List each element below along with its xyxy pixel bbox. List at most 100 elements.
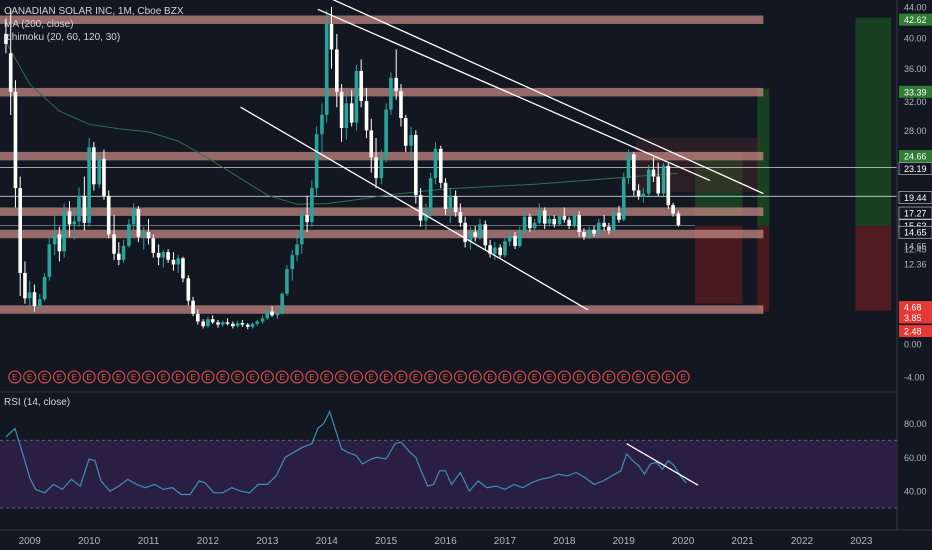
price-axis-label: 23.19 bbox=[898, 162, 932, 175]
earnings-label: E bbox=[680, 373, 685, 382]
earnings-circle bbox=[394, 370, 408, 384]
price-tick-label: 33.39 bbox=[904, 87, 927, 97]
earnings-marker[interactable]: E bbox=[646, 370, 660, 384]
earnings-marker[interactable]: E bbox=[364, 370, 378, 384]
earnings-marker[interactable]: E bbox=[186, 370, 200, 384]
rsi-tick-label: 40.00 bbox=[904, 487, 927, 497]
candle bbox=[626, 149, 631, 185]
trend-line[interactable] bbox=[317, 8, 711, 182]
sr-zone[interactable] bbox=[0, 207, 764, 216]
price-tick-label: 14.65 bbox=[904, 228, 927, 238]
sr-zone[interactable] bbox=[0, 87, 764, 97]
candle-body bbox=[210, 319, 215, 323]
candle bbox=[225, 318, 230, 326]
earnings-marker[interactable]: E bbox=[528, 370, 542, 384]
price-axis-label: 12.36 bbox=[904, 259, 927, 269]
trend-line[interactable] bbox=[324, 0, 764, 195]
earnings-marker[interactable]: E bbox=[290, 370, 304, 384]
earnings-marker[interactable]: E bbox=[67, 370, 81, 384]
price-tick-label: 32.00 bbox=[904, 97, 927, 107]
earnings-marker[interactable]: E bbox=[171, 370, 185, 384]
candle bbox=[349, 90, 354, 127]
earnings-marker[interactable]: E bbox=[97, 370, 111, 384]
earnings-label: E bbox=[250, 373, 255, 382]
earnings-marker[interactable]: E bbox=[245, 370, 259, 384]
candle bbox=[299, 208, 304, 254]
earnings-marker[interactable]: E bbox=[142, 370, 156, 384]
candle-body bbox=[186, 278, 191, 301]
earnings-marker[interactable]: E bbox=[483, 370, 497, 384]
earnings-marker[interactable]: E bbox=[335, 370, 349, 384]
earnings-marker[interactable]: E bbox=[676, 370, 690, 384]
earnings-marker[interactable]: E bbox=[557, 370, 571, 384]
earnings-circle bbox=[572, 370, 586, 384]
ichimoku-indicator-label[interactable]: Ichimoku (20, 60, 120, 30) bbox=[4, 32, 121, 43]
earnings-marker[interactable]: E bbox=[82, 370, 96, 384]
earnings-marker[interactable]: E bbox=[602, 370, 616, 384]
earnings-circle bbox=[617, 370, 631, 384]
rsi-trend-line[interactable] bbox=[626, 443, 699, 486]
earnings-marker[interactable]: E bbox=[617, 370, 631, 384]
sr-zone[interactable] bbox=[0, 305, 764, 314]
price-tick-label: 2.48 bbox=[904, 327, 922, 337]
earnings-label: E bbox=[86, 373, 91, 382]
candle bbox=[547, 213, 552, 227]
earnings-marker[interactable]: E bbox=[394, 370, 408, 384]
earnings-marker[interactable]: E bbox=[661, 370, 675, 384]
earnings-label: E bbox=[502, 373, 507, 382]
candle bbox=[255, 319, 260, 327]
candle-body bbox=[329, 23, 334, 50]
earnings-marker[interactable]: E bbox=[587, 370, 601, 384]
earnings-label: E bbox=[12, 373, 17, 382]
candle-body bbox=[409, 134, 413, 146]
earnings-marker[interactable]: E bbox=[542, 370, 556, 384]
candle-body bbox=[666, 165, 671, 206]
earnings-marker[interactable]: E bbox=[409, 370, 423, 384]
trend-line[interactable] bbox=[240, 106, 589, 311]
candle bbox=[181, 256, 185, 283]
earnings-marker[interactable]: E bbox=[38, 370, 52, 384]
sr-zone[interactable] bbox=[0, 229, 764, 239]
earnings-marker[interactable]: E bbox=[305, 370, 319, 384]
candle-body bbox=[557, 215, 562, 225]
earnings-marker[interactable]: E bbox=[52, 370, 66, 384]
earnings-marker[interactable]: E bbox=[439, 370, 453, 384]
earnings-marker[interactable]: E bbox=[498, 370, 512, 384]
earnings-marker[interactable]: E bbox=[23, 370, 37, 384]
earnings-circle bbox=[468, 370, 482, 384]
earnings-marker[interactable]: E bbox=[275, 370, 289, 384]
earnings-marker[interactable]: E bbox=[216, 370, 230, 384]
earnings-marker[interactable]: E bbox=[513, 370, 527, 384]
earnings-marker[interactable]: E bbox=[201, 370, 215, 384]
candle bbox=[379, 149, 384, 185]
earnings-marker[interactable]: E bbox=[424, 370, 438, 384]
earnings-marker[interactable]: E bbox=[156, 370, 170, 384]
earnings-marker[interactable]: E bbox=[468, 370, 482, 384]
candle bbox=[77, 187, 81, 227]
earnings-marker[interactable]: E bbox=[572, 370, 586, 384]
earnings-label: E bbox=[309, 373, 314, 382]
candle-body bbox=[18, 188, 22, 273]
earnings-marker[interactable]: E bbox=[379, 370, 393, 384]
candle-body bbox=[176, 258, 181, 265]
earnings-circle bbox=[8, 370, 22, 384]
candle-body bbox=[146, 232, 151, 239]
ma-indicator-label[interactable]: MA (200, close) bbox=[4, 19, 74, 30]
earnings-marker[interactable]: E bbox=[112, 370, 126, 384]
earnings-marker[interactable]: E bbox=[260, 370, 274, 384]
candle-body bbox=[463, 222, 467, 243]
time-tick-label: 2017 bbox=[494, 536, 517, 547]
earnings-marker[interactable]: E bbox=[127, 370, 141, 384]
earnings-circle bbox=[557, 370, 571, 384]
candle-body bbox=[438, 148, 443, 183]
earnings-marker[interactable]: E bbox=[349, 370, 363, 384]
sr-zone[interactable] bbox=[0, 15, 764, 24]
earnings-circle bbox=[632, 370, 646, 384]
price-axis-label: 4.68 bbox=[899, 301, 932, 314]
earnings-marker[interactable]: E bbox=[8, 370, 22, 384]
earnings-marker[interactable]: E bbox=[632, 370, 646, 384]
earnings-marker[interactable]: E bbox=[231, 370, 245, 384]
earnings-marker[interactable]: E bbox=[453, 370, 467, 384]
earnings-marker[interactable]: E bbox=[320, 370, 334, 384]
